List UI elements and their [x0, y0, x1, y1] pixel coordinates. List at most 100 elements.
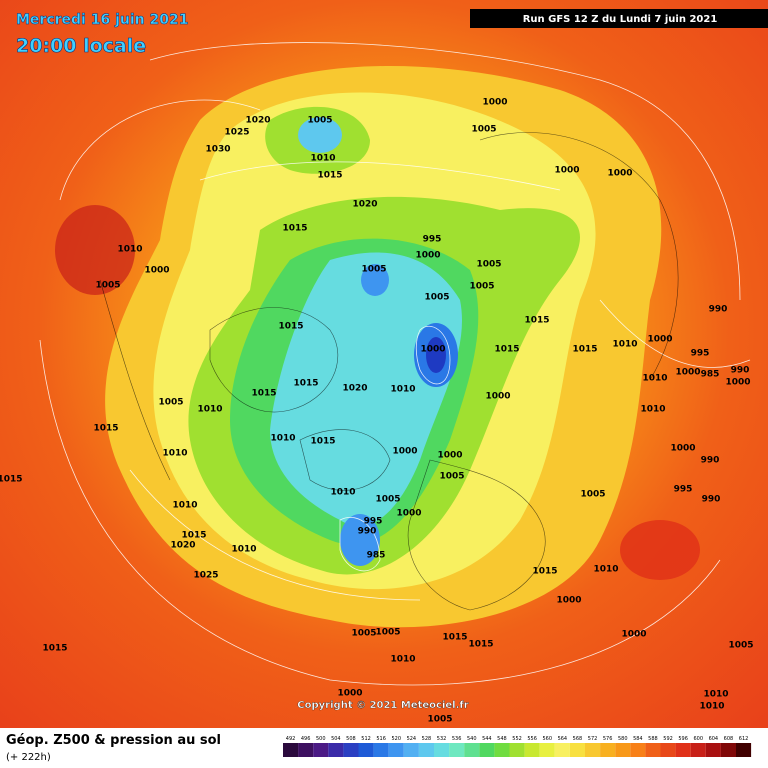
pressure-label: 1015: [293, 379, 318, 389]
level-swatch: [569, 743, 585, 757]
pressure-label: 995: [691, 349, 710, 359]
level-swatch: [720, 743, 736, 757]
level-swatch: [660, 743, 676, 757]
pressure-label: 1000: [415, 251, 440, 261]
pressure-labels: 1005 1020 1025 1030 1010 1015 1000 1005 1020 1015…: [0, 98, 754, 725]
pressure-label: 1000: [396, 509, 421, 519]
level-swatch: [645, 743, 661, 757]
pressure-label: 1000: [607, 169, 632, 179]
level-label: 560: [542, 736, 552, 742]
pressure-label: 1000: [725, 378, 750, 388]
pressure-label: 1000: [144, 266, 169, 276]
pressure-label: 1025: [193, 571, 218, 581]
date: Mercredi 16 juin 2021: [16, 12, 188, 28]
pressure-label: 1000: [485, 392, 510, 402]
level-label: 564: [558, 736, 568, 742]
pressure-label: 1005: [95, 281, 120, 291]
pressure-label: 1030: [205, 145, 230, 155]
level-label: 496: [301, 736, 311, 742]
pressure-label: 1005: [580, 490, 605, 500]
run-box: [470, 9, 768, 28]
level-swatch: [373, 743, 389, 757]
isobars: [39, 42, 751, 686]
level-swatch: [494, 743, 510, 757]
level-label: 576: [603, 736, 613, 742]
zone-532: [270, 252, 462, 527]
level-swatch: [283, 743, 299, 757]
pressure-label: 1005: [361, 265, 386, 275]
pressure-label: 1000: [420, 345, 445, 355]
level-label: 520: [391, 736, 401, 742]
pressure-label: 1000: [675, 368, 700, 378]
pressure-label: 995: [364, 517, 383, 527]
level-label: 584: [633, 736, 643, 742]
level-swatch: [464, 743, 480, 757]
level-label: 504: [331, 736, 341, 742]
pressure-label: 1010: [197, 405, 222, 415]
level-swatch: [690, 743, 706, 757]
level-label: 548: [497, 736, 507, 742]
pressure-label: 1000: [556, 596, 581, 606]
color-legend: 492 496 500 504 508 512 516 520 524 528 532 536 540 5…: [283, 736, 752, 757]
pressure-label: 1005: [469, 282, 494, 292]
pressure-label: 1000: [554, 166, 579, 176]
level-swatch: [736, 743, 752, 757]
pressure-label: 1020: [352, 200, 377, 210]
level-swatch: [675, 743, 691, 757]
level-label: 528: [422, 736, 432, 742]
pressure-label: 1010: [270, 434, 295, 444]
level-label: 580: [618, 736, 628, 742]
high-core: [620, 520, 700, 580]
pressure-label: 1010: [231, 545, 256, 555]
level-label: 592: [663, 736, 673, 742]
pressure-label: 1005: [728, 641, 753, 651]
pressure-label: 990: [701, 456, 720, 466]
pressure-label: 1010: [310, 154, 335, 164]
pressure-label: 1000: [647, 335, 672, 345]
level-label: 492: [286, 736, 296, 742]
pressure-label: 1000: [337, 689, 362, 699]
pressure-label: 1020: [170, 541, 195, 551]
level-label: 600: [693, 736, 703, 742]
pressure-label: 1005: [424, 293, 449, 303]
level-swatch: [418, 743, 434, 757]
low-core: [340, 514, 380, 566]
pressure-label: 1005: [375, 628, 400, 638]
level-label: 552: [512, 736, 522, 742]
pressure-label: 1025: [224, 128, 249, 138]
pressure-label: 1010: [390, 655, 415, 665]
pressure-label: 1005: [307, 116, 332, 126]
pressure-label: 1005: [375, 495, 400, 505]
pressure-label: 995: [423, 235, 442, 245]
level-swatch: [328, 743, 344, 757]
pressure-label: 1000: [392, 447, 417, 457]
pressure-label: 1000: [670, 444, 695, 454]
copyright: Copyright © 2021 Meteociel.fr: [297, 700, 468, 711]
pressure-label: 1015: [42, 644, 67, 654]
pressure-label: 1010: [117, 245, 142, 255]
pressure-label: 1015: [282, 224, 307, 234]
level-swatch: [705, 743, 721, 757]
local-time: 20:00 locale: [16, 35, 146, 57]
pressure-label: 1015: [442, 633, 467, 643]
pressure-label: 985: [701, 370, 720, 380]
level-label: 604: [709, 736, 719, 742]
level-swatch: [615, 743, 631, 757]
pressure-label: 1000: [482, 98, 507, 108]
pressure-label: 1010: [162, 449, 187, 459]
level-label: 508: [346, 736, 356, 742]
level-swatch: [524, 743, 540, 757]
level-label: 596: [678, 736, 688, 742]
level-swatch: [358, 743, 374, 757]
pressure-label: 1015: [251, 389, 276, 399]
level-swatch: [388, 743, 404, 757]
level-label: 612: [739, 736, 749, 742]
level-swatch: [298, 743, 314, 757]
pressure-label: 1000: [437, 451, 462, 461]
level-label: 556: [527, 736, 537, 742]
level-label: 524: [407, 736, 417, 742]
low-core-inner: [426, 337, 446, 373]
run-info: Run GFS 12 Z du Lundi 7 juin 2021: [523, 14, 718, 25]
pressure-label: 1010: [642, 374, 667, 384]
